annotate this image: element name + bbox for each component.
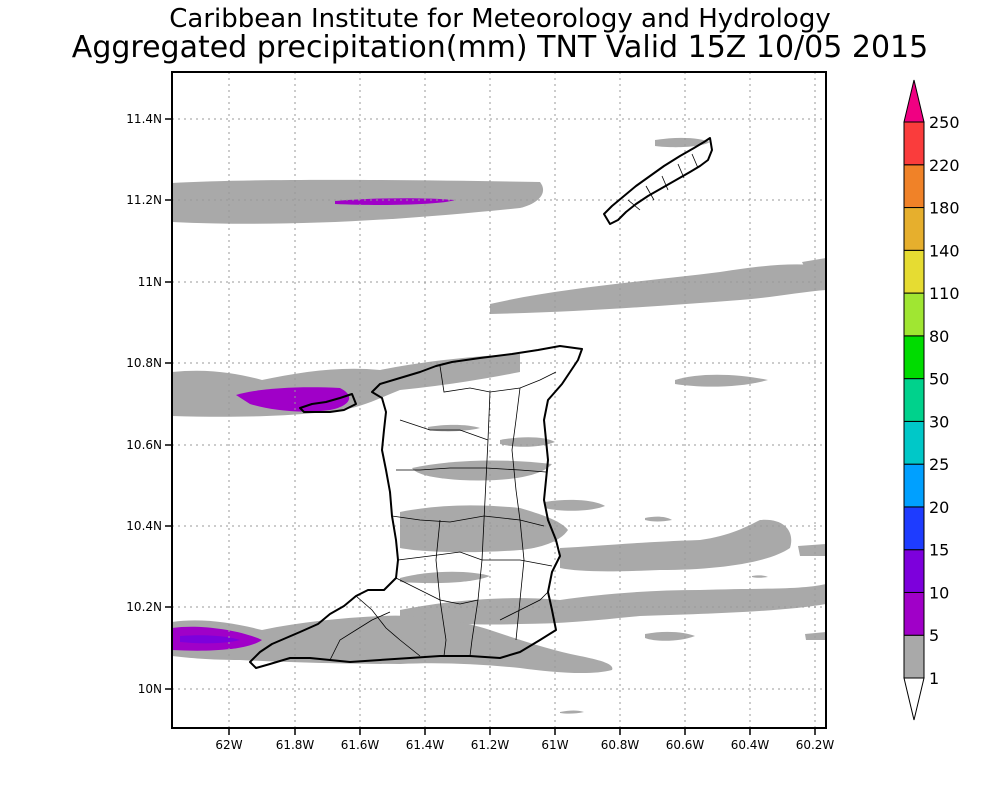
title-line-2: Aggregated precipitation(mm) TNT Valid 1…: [71, 30, 929, 65]
x-tick-label: 60.2W: [796, 738, 835, 752]
trinidad-admin-boundaries: [329, 365, 557, 661]
colorbar-swatch: [903, 506, 925, 551]
colorbar-label: 80: [929, 327, 949, 346]
y-tick-label: 11.2N: [126, 193, 162, 207]
tobago-admin-boundaries: [627, 153, 699, 211]
colorbar-label: 25: [929, 455, 949, 474]
colorbar-swatch: [903, 549, 925, 593]
colorbar-label: 110: [929, 284, 960, 303]
x-tick-label: 61.6W: [341, 738, 380, 752]
precip-shading-1-5mm: [172, 137, 826, 714]
map-grid: [172, 72, 826, 728]
colorbar-label: 15: [929, 541, 949, 560]
colorbar-swatch: [903, 164, 925, 209]
colorbar-label: 20: [929, 498, 949, 517]
colorbar-swatch: [903, 677, 925, 721]
title-line-1: Caribbean Institute for Meteorology and …: [169, 4, 831, 34]
y-tick-label: 10.6N: [126, 438, 162, 452]
precip-shading-10-15mm: [180, 635, 240, 644]
colorbar-label: 1: [929, 669, 939, 688]
colorbar-swatch: [903, 121, 925, 166]
x-tick-label: 61.2W: [471, 738, 510, 752]
y-tick-label: 10.4N: [126, 519, 162, 533]
tobago-island: [603, 137, 713, 225]
colorbar-label: 140: [929, 241, 960, 260]
colorbar-label: 180: [929, 199, 960, 218]
colorbar-swatch: [903, 634, 925, 679]
colorbar-swatch: [903, 335, 925, 380]
colorbar-label: 30: [929, 412, 949, 431]
x-tick-label: 60.6W: [666, 738, 705, 752]
y-tick-label: 10.2N: [126, 600, 162, 614]
colorbar-label: 10: [929, 583, 949, 602]
y-tick-label: 11.4N: [126, 112, 162, 126]
x-tick-label: 61.8W: [276, 738, 315, 752]
colorbar-label: 50: [929, 370, 949, 389]
colorbar-label: 5: [929, 626, 939, 645]
x-tick-label: 62W: [215, 738, 242, 752]
colorbar-swatch: [903, 591, 925, 636]
y-tick-label: 11N: [138, 275, 162, 289]
map-frame: [171, 71, 827, 729]
colorbar-swatch: [903, 207, 925, 251]
x-tick-label: 60.8W: [601, 738, 640, 752]
colorbar-swatch: [903, 292, 925, 337]
colorbar-label: 250: [929, 113, 960, 132]
colorbar-label: 220: [929, 156, 960, 175]
colorbar-swatch: [903, 420, 925, 465]
colorbar-swatch: [903, 79, 925, 123]
axis-tick-marks: [165, 118, 816, 735]
colorbar-swatch: [903, 463, 925, 508]
x-tick-label: 61.4W: [406, 738, 445, 752]
y-axis-labels: 11.4N 11.2N 11N 10.8N 10.6N 10.4N 10.2N …: [126, 112, 162, 696]
x-axis-labels: 62W 61.8W 61.6W 61.4W 61.2W 61W 60.8W 60…: [215, 738, 834, 752]
y-tick-label: 10.8N: [126, 356, 162, 370]
y-tick-label: 10N: [138, 682, 162, 696]
trinidad-island: [249, 345, 583, 669]
x-tick-label: 61W: [541, 738, 568, 752]
colorbar-swatch: [903, 249, 925, 294]
colorbar-swatch: [903, 378, 925, 422]
x-tick-label: 60.4W: [731, 738, 770, 752]
